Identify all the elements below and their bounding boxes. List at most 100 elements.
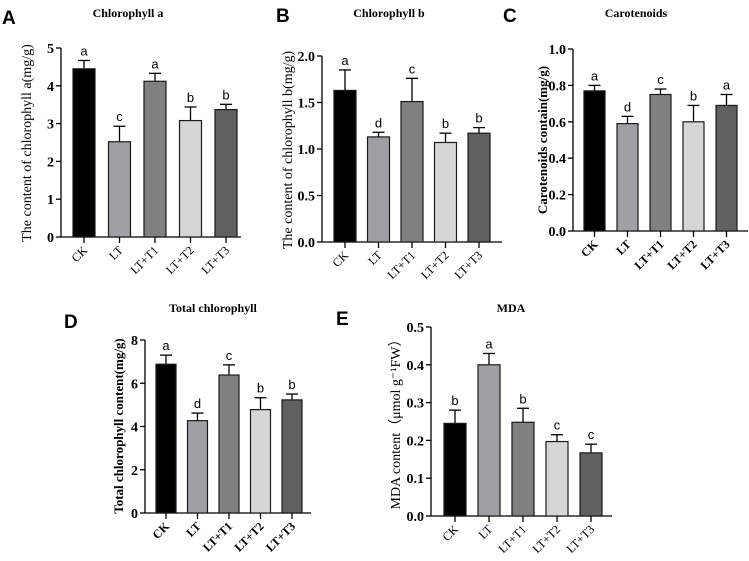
significance-label: d xyxy=(194,396,201,411)
x-tick-label: LT+T3 xyxy=(451,248,485,282)
y-tick-label: 5 xyxy=(47,42,54,57)
x-tick-label: LT xyxy=(183,519,203,539)
significance-label: c xyxy=(554,418,561,433)
y-tick-label: 6 xyxy=(131,377,138,392)
significance-label: a xyxy=(485,336,493,351)
chart-title: Carotenoids xyxy=(605,6,668,20)
x-tick-label: LT+T2 xyxy=(418,248,452,282)
bar-lt-t2 xyxy=(249,409,272,514)
panel-b: B Chlorophyll b The content of chlorophyll… xyxy=(276,6,502,282)
y-tick-label: 3 xyxy=(47,118,54,133)
x-tick-label: LT+T2 xyxy=(664,237,699,272)
significance-label: b xyxy=(222,87,229,102)
bar-lt xyxy=(186,420,209,514)
bar-lt xyxy=(616,123,639,232)
chart-title: Total chlorophyll xyxy=(169,301,257,315)
x-tick-label: LT+T3 xyxy=(697,237,732,272)
significance-label: c xyxy=(116,109,123,124)
y-tick-label: 0.4 xyxy=(549,152,567,167)
x-tick-label: CK xyxy=(578,237,601,260)
significance-label: c xyxy=(657,72,664,87)
significance-label: c xyxy=(588,427,595,442)
bar-lt-t3 xyxy=(281,399,303,514)
significance-label: a xyxy=(723,78,731,93)
bar-lt-t2 xyxy=(682,121,705,232)
y-tick-label: 0 xyxy=(131,507,138,522)
panel-letter: A xyxy=(2,8,16,29)
bar-lt-t2 xyxy=(545,440,569,517)
y-tick-label: 0.0 xyxy=(298,236,316,251)
significance-label: b xyxy=(451,393,458,408)
y-tick-label: 1.0 xyxy=(298,143,316,158)
bar-ck xyxy=(72,68,96,238)
y-tick-label: 0.4 xyxy=(407,359,425,374)
x-tick-label: LT+T2 xyxy=(529,522,563,556)
x-tick-label: LT+T2 xyxy=(163,243,197,277)
x-tick-label: CK xyxy=(68,243,90,265)
y-axis-title: The content of chlorophyll b(mg/g) xyxy=(281,51,296,250)
x-tick-label: LT xyxy=(106,243,126,263)
significance-label: b xyxy=(475,111,482,126)
y-tick-label: 0.5 xyxy=(407,321,425,336)
significance-label: d xyxy=(624,99,631,114)
x-tick-label: LT xyxy=(365,248,385,268)
panel-letter: C xyxy=(503,6,517,27)
x-tick-label: LT+T1 xyxy=(631,237,666,272)
bar-lt xyxy=(477,364,501,517)
y-axis-title: Total chlorophyll content(mg/g) xyxy=(111,338,126,514)
y-tick-label: 0.5 xyxy=(298,190,316,205)
bar-ck xyxy=(155,363,177,514)
bar-lt-t3 xyxy=(214,109,238,238)
x-tick-label: LT+T1 xyxy=(127,243,161,277)
bar-lt-t1 xyxy=(400,100,424,243)
panel-e: E MDA MDA content（μmol g⁻¹FW）0.0 0.1 0.2 0.3 0… xyxy=(336,301,612,556)
bar-lt-t2 xyxy=(433,141,458,243)
bar-lt-t3 xyxy=(579,452,603,517)
bar-lt-t1 xyxy=(511,421,535,517)
y-tick-label: 1.0 xyxy=(549,43,567,58)
y-tick-label: 8 xyxy=(131,334,138,349)
bar-ck xyxy=(583,90,606,232)
y-tick-label: 0.0 xyxy=(549,225,567,240)
y-tick-label: 0 xyxy=(47,231,54,246)
bar-lt-t1 xyxy=(649,93,672,232)
y-axis-title: The content of chlorophyll a(mg/g) xyxy=(20,44,35,242)
chart-title: Chlorophyll a xyxy=(93,6,164,20)
bar-lt-t2 xyxy=(178,119,203,238)
y-axis-title: MDA content（μmol g⁻¹FW） xyxy=(388,333,404,510)
y-tick-label: 0.1 xyxy=(407,472,425,487)
bar-lt xyxy=(107,141,132,238)
y-tick-label: 0.2 xyxy=(549,189,567,204)
panel-letter: E xyxy=(336,309,349,330)
x-tick-label: LT+T1 xyxy=(384,248,418,282)
bar-lt-t3 xyxy=(467,132,491,243)
chart-title: Chlorophyll b xyxy=(353,6,425,20)
significance-label: a xyxy=(80,43,88,58)
x-tick-label: CK xyxy=(149,519,172,542)
significance-label: b xyxy=(519,391,526,406)
y-tick-label: 2.0 xyxy=(298,50,316,65)
y-tick-label: 4 xyxy=(47,80,54,95)
significance-label: b xyxy=(690,88,697,103)
bar-lt-t3 xyxy=(715,104,738,232)
y-tick-label: 0.3 xyxy=(407,397,425,412)
significance-label: c xyxy=(226,348,233,363)
significance-label: a xyxy=(341,53,349,68)
panel-d: D Total chlorophyll Total chlorophyll cont… xyxy=(64,301,311,554)
panel-c: C Carotenoids Carotenoids contain(mg/g) 0.0… xyxy=(503,6,748,272)
bar-ck xyxy=(443,422,467,517)
y-tick-label: 2 xyxy=(131,464,138,479)
significance-label: d xyxy=(375,115,382,130)
bar-lt-t1 xyxy=(218,374,240,514)
panel-letter: B xyxy=(276,6,290,27)
y-tick-label: 0.8 xyxy=(549,79,567,94)
x-tick-label: CK xyxy=(439,522,461,544)
y-tick-label: 2 xyxy=(47,155,54,170)
significance-label: b xyxy=(442,116,449,131)
significance-label: a xyxy=(162,338,170,353)
significance-label: b xyxy=(257,381,264,396)
bar-lt xyxy=(366,136,391,243)
y-tick-label: 0.0 xyxy=(407,510,425,525)
x-tick-label: CK xyxy=(329,248,351,270)
